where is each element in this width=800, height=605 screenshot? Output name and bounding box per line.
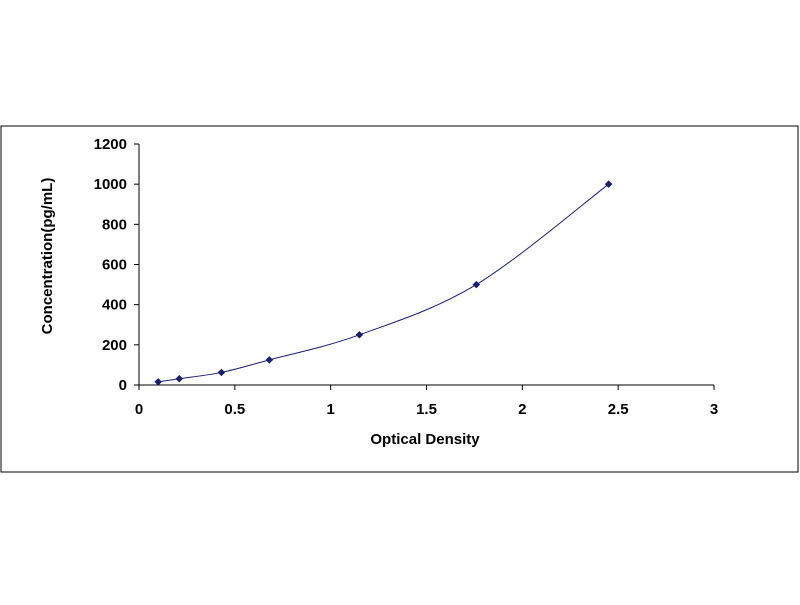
x-tick-label: 3	[710, 401, 718, 418]
data-points	[154, 180, 613, 386]
y-tick-label: 1000	[94, 176, 127, 193]
data-point-marker	[472, 280, 481, 289]
y-axis-label: Concentration(pg/mL)	[39, 178, 56, 335]
y-tick-label: 400	[102, 297, 127, 314]
y-tick-label: 1200	[94, 136, 127, 153]
y-tick-label: 200	[102, 337, 127, 354]
y-tick-label: 600	[102, 257, 127, 274]
data-point-marker	[154, 378, 163, 386]
data-point-marker	[265, 356, 274, 364]
x-tick-label: 0.5	[224, 401, 245, 418]
x-tick-label: 1	[326, 401, 334, 418]
x-tick-label: 2.5	[608, 401, 629, 418]
data-point-marker	[217, 368, 226, 377]
x-tick-label: 0	[135, 401, 143, 418]
data-point-marker	[355, 330, 364, 339]
y-tick-label: 0	[119, 377, 127, 394]
x-axis-ticks: 0 0.5 1 1.5 2 2.5 3	[135, 385, 718, 418]
data-point-marker	[604, 180, 613, 189]
fit-curve	[158, 183, 609, 383]
x-tick-label: 2	[518, 401, 526, 418]
y-axis-ticks: 0 200 400 600 800 1000 1200	[94, 136, 139, 394]
data-point-marker	[175, 374, 184, 383]
x-axis-label: Optical Density	[370, 431, 480, 448]
x-tick-label: 1.5	[416, 401, 437, 418]
chart-area-border	[0, 125, 799, 473]
y-tick-label: 800	[102, 216, 127, 233]
